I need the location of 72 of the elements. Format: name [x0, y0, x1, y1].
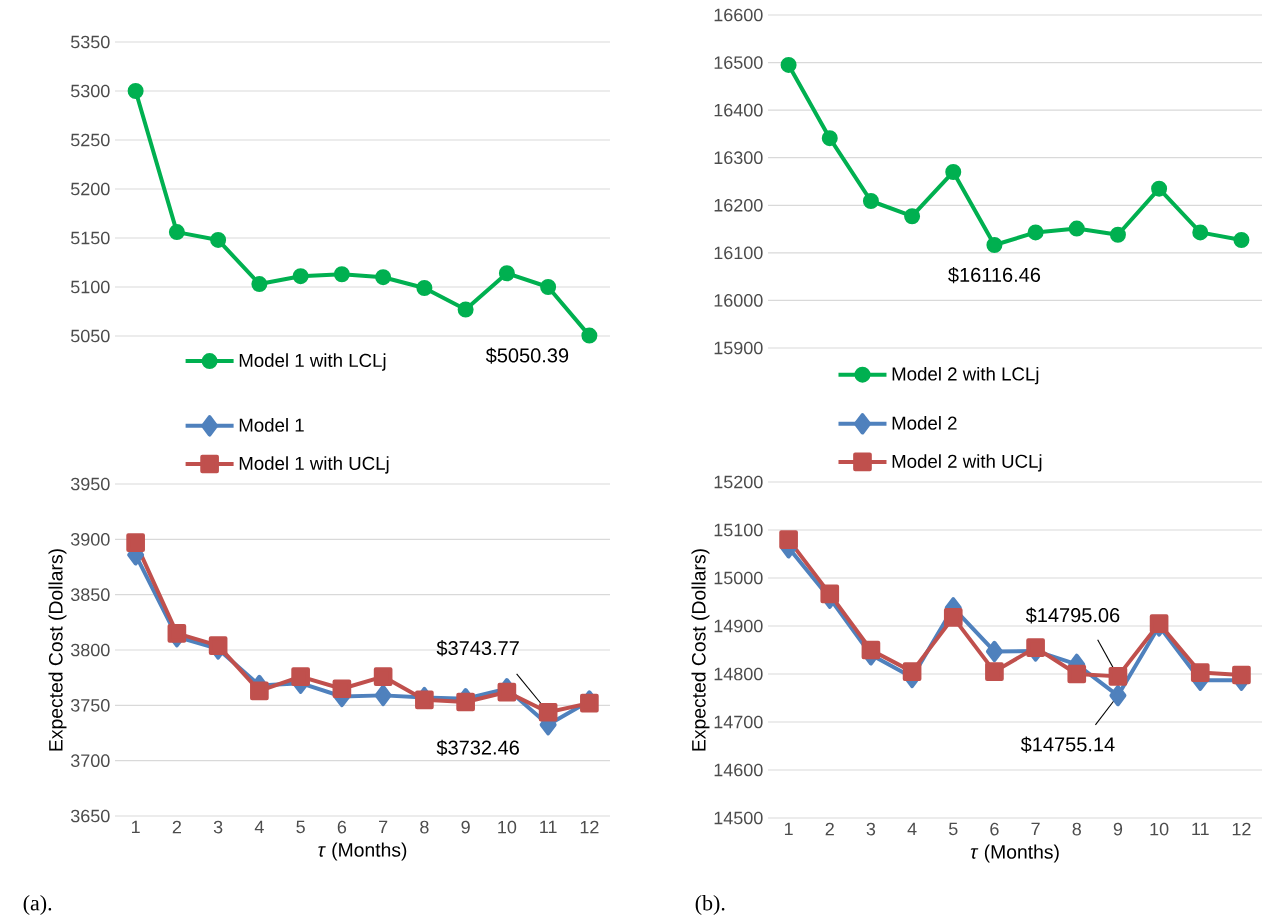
y-tick-label: 14500 — [714, 811, 763, 825]
x-tick-label: 2 — [825, 822, 834, 836]
x-tick-label: 1 — [784, 822, 793, 836]
annotation: $5050.39 — [485, 347, 569, 364]
y-tick-label: 3900 — [70, 532, 110, 546]
y-tick-label: 3650 — [70, 809, 110, 823]
x-tick-label: 9 — [461, 820, 470, 834]
y-tick-label: 3750 — [70, 698, 110, 712]
x-tick-label: 4 — [907, 822, 917, 836]
text: (a). — [23, 895, 52, 915]
x-tick-label: 6 — [990, 822, 999, 836]
x-tick-label: 11 — [540, 820, 557, 834]
x-tick-label: 1 — [132, 820, 140, 834]
text: (b). — [695, 895, 725, 915]
y-tick-label: 5300 — [70, 84, 110, 98]
y-axis-title: Expected Cost (Dollars) — [691, 549, 710, 751]
x-tick-label: 8 — [420, 820, 429, 834]
y-tick-label: 14700 — [714, 715, 763, 729]
x-tick-label: 6 — [337, 820, 347, 834]
x-axis-title: τ (Months) — [318, 842, 407, 861]
y-tick-label: 15900 — [714, 341, 763, 355]
y-tick-label: 5200 — [70, 182, 110, 196]
x-tick-label: 5 — [948, 822, 958, 836]
y-tick-label: 15000 — [714, 571, 763, 585]
x-tick-label: 7 — [379, 820, 388, 834]
y-tick-label: 3950 — [70, 477, 110, 491]
legend-label: Model 2 with LCLj — [892, 366, 1039, 385]
x-tick-label: 9 — [1113, 822, 1123, 836]
y-tick-label: 16300 — [714, 151, 763, 165]
legend-label: Model 1 with LCLj — [239, 353, 386, 371]
annotation: $16116.46 — [948, 266, 1041, 284]
x-tick-label: 3 — [866, 822, 876, 836]
annotation: $3732.46 — [436, 739, 519, 756]
y-tick-label: 3850 — [70, 588, 110, 602]
y-axis-title: Expected Cost (Dollars) — [48, 549, 67, 751]
x-tick-label: 3 — [213, 820, 223, 834]
y-tick-label: 15200 — [714, 475, 763, 489]
y-tick-label: 16000 — [714, 294, 763, 307]
x-tick-label: 4 — [254, 820, 264, 834]
x-tick-label: 12 — [580, 820, 599, 834]
x-axis-title: τ (Months) — [970, 844, 1059, 863]
legend-label: Model 2 with UCLj — [892, 454, 1042, 472]
y-tick-label: 5050 — [70, 329, 110, 343]
legend-label: Model 2 — [892, 416, 957, 430]
x-tick-label: 2 — [172, 820, 181, 834]
y-tick-label: 5100 — [70, 280, 110, 294]
y-tick-label: 3700 — [70, 754, 110, 768]
annotation: $3743.77 — [436, 640, 519, 657]
y-tick-label: 16500 — [714, 56, 763, 69]
legend-label: Model 1 — [239, 418, 304, 432]
y-tick-label: 14600 — [714, 763, 763, 777]
x-tick-label: 11 — [1192, 822, 1209, 836]
y-tick-label: 5350 — [70, 35, 110, 49]
y-tick-label: 16100 — [714, 246, 763, 260]
annotation: $14795.06 — [1025, 607, 1120, 624]
y-tick-label: 5150 — [70, 231, 110, 245]
x-tick-label: 8 — [1072, 822, 1081, 836]
x-tick-label: 10 — [498, 820, 517, 834]
x-tick-label: 7 — [1031, 822, 1040, 836]
x-tick-label: 10 — [1150, 822, 1169, 836]
y-tick-label: 16200 — [714, 198, 763, 212]
annotation: $14755.14 — [1020, 736, 1115, 753]
legend-label: Model 1 with UCLj — [239, 456, 389, 474]
y-tick-label: 16600 — [714, 8, 763, 22]
y-tick-label: 16400 — [714, 103, 763, 117]
y-tick-label: 14800 — [714, 667, 763, 681]
x-tick-label: 12 — [1232, 822, 1251, 836]
y-tick-label: 15100 — [714, 523, 763, 537]
y-tick-label: 3800 — [70, 643, 110, 657]
y-tick-label: 14900 — [714, 619, 763, 633]
x-tick-label: 5 — [296, 820, 305, 834]
y-tick-label: 5250 — [70, 133, 110, 147]
